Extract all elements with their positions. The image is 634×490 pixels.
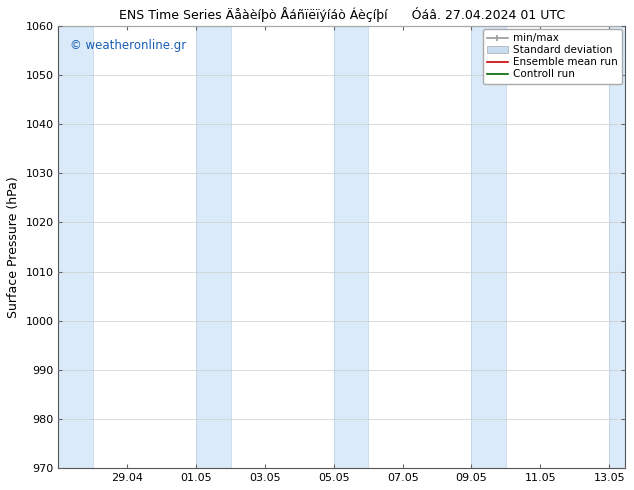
Bar xyxy=(609,26,625,468)
Bar xyxy=(334,26,368,468)
Title: ENS Time Series Äåàèíþò Åáñïëïýíáò Áèçíþí      Óáâ. 27.04.2024 01 UTC: ENS Time Series Äåàèíþò Åáñïëïýíáò Áèçíþ… xyxy=(119,7,565,22)
Bar xyxy=(472,26,506,468)
Bar xyxy=(196,26,231,468)
Y-axis label: Surface Pressure (hPa): Surface Pressure (hPa) xyxy=(7,176,20,318)
Legend: min/max, Standard deviation, Ensemble mean run, Controll run: min/max, Standard deviation, Ensemble me… xyxy=(482,29,622,84)
Bar xyxy=(58,26,93,468)
Text: © weatheronline.gr: © weatheronline.gr xyxy=(70,39,186,52)
